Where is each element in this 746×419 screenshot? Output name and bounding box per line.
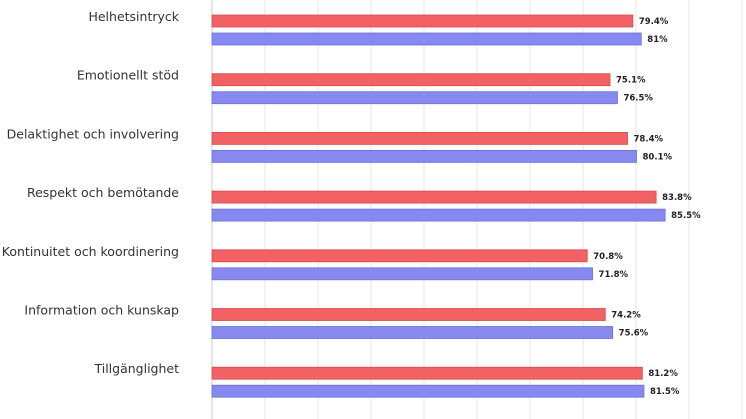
bar <box>211 308 606 321</box>
bar <box>211 14 634 28</box>
data-label: 81.2% <box>648 369 678 379</box>
data-label: 70.8% <box>593 252 623 262</box>
bar <box>211 366 643 380</box>
category-label: Kontinuitet och koordinering <box>2 244 179 259</box>
category-label: Delaktighet och involvering <box>7 126 179 141</box>
data-label: 75.6% <box>619 329 649 339</box>
data-label: 78.4% <box>634 134 664 144</box>
bar <box>211 267 593 281</box>
bar <box>211 131 628 145</box>
data-label: 81% <box>647 35 668 45</box>
category-label-layer: Helhetsintryck Emotionellt stöd Delaktighe… <box>2 9 180 376</box>
data-label: 85.5% <box>671 211 701 221</box>
bar-layer <box>211 14 666 398</box>
category-label: Respekt och bemötande <box>27 185 179 200</box>
bar <box>211 326 614 339</box>
bar <box>211 149 637 163</box>
data-label: 80.1% <box>643 152 673 162</box>
data-label: 74.2% <box>611 311 641 321</box>
category-label: Information och kunskap <box>24 303 179 318</box>
bar <box>211 384 645 398</box>
bar <box>211 190 657 204</box>
bar <box>211 32 642 46</box>
data-label: 83.8% <box>662 193 692 203</box>
bar <box>211 91 618 105</box>
data-label: 71.8% <box>599 270 629 280</box>
bar <box>211 73 611 87</box>
bar <box>211 249 588 263</box>
category-label: Emotionellt stöd <box>77 68 179 83</box>
data-label: 81.5% <box>650 387 680 397</box>
category-label: Helhetsintryck <box>88 9 179 24</box>
category-label: Tillgänglighet <box>93 361 179 376</box>
data-label: 76.5% <box>623 94 653 104</box>
value-label-layer: 79.4% 81% 75.1% 76.5% 78.4% 80.1% 83.8% 85.5% 70… <box>593 17 701 397</box>
bar <box>211 208 666 222</box>
data-label: 75.1% <box>616 76 646 86</box>
data-label: 79.4% <box>639 17 669 27</box>
